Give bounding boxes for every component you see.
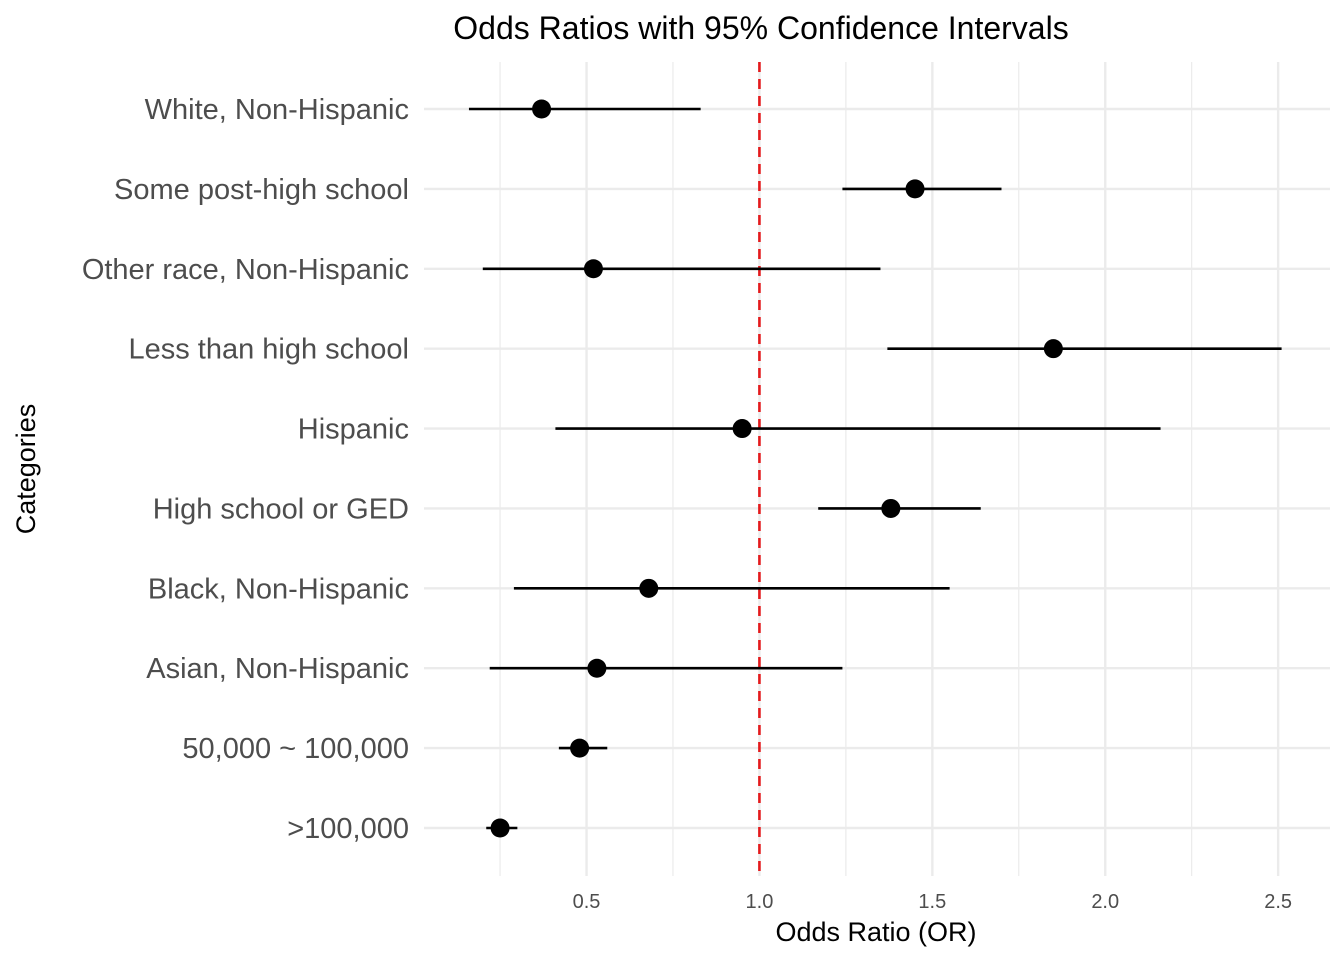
category-label: White, Non-Hispanic	[145, 94, 409, 126]
x-tick-label: 0.5	[573, 891, 601, 913]
category-label: >100,000	[287, 813, 409, 845]
odds-ratio-points	[490, 99, 1063, 838]
category-label: Black, Non-Hispanic	[148, 573, 409, 605]
or-point	[583, 259, 603, 279]
x-axis-title: Odds Ratio (OR)	[775, 917, 976, 947]
or-point	[881, 498, 901, 518]
category-label: Less than high school	[128, 334, 409, 366]
category-labels: >100,000 50,000 ~ 100,000 Asian, Non-Hispa…	[82, 94, 409, 845]
x-tick-label: 1.5	[918, 891, 946, 913]
or-point	[570, 738, 590, 758]
confidence-intervals	[468, 107, 1282, 830]
x-tick-label: 2.0	[1091, 891, 1119, 913]
category-label: 50,000 ~ 100,000	[182, 733, 409, 765]
category-label: Some post-high school	[114, 174, 409, 206]
y-axis-title: Categories	[11, 404, 41, 535]
category-gridlines	[424, 107, 1330, 830]
or-point	[905, 179, 925, 199]
x-tick-labels: 0.5 1.0 1.5 2.0 2.5	[573, 891, 1292, 913]
x-tick-label: 1.0	[746, 891, 774, 913]
or-point	[1043, 339, 1063, 359]
category-label: Hispanic	[298, 414, 409, 446]
or-point	[490, 818, 510, 838]
category-label: High school or GED	[153, 493, 409, 525]
or-point	[587, 658, 607, 678]
or-point	[532, 99, 552, 119]
category-label: Other race, Non-Hispanic	[82, 254, 409, 286]
category-label: Asian, Non-Hispanic	[146, 653, 409, 685]
minor-gridlines	[499, 62, 1193, 876]
or-point	[639, 578, 659, 598]
chart-title: Odds Ratios with 95% Confidence Interval…	[453, 10, 1068, 46]
major-gridlines	[585, 62, 1280, 876]
x-tick-label: 2.5	[1264, 891, 1292, 913]
or-point	[732, 419, 752, 439]
